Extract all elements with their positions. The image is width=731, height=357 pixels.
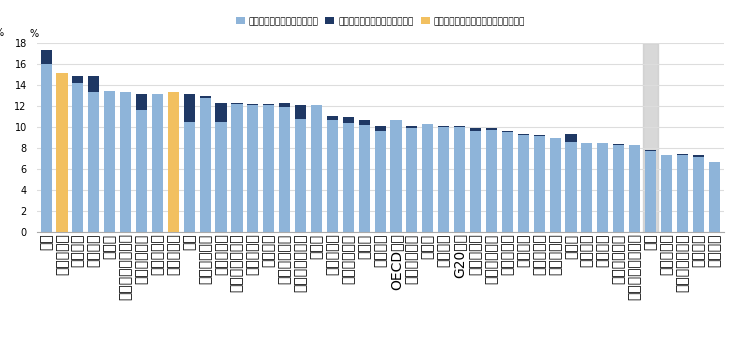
Bar [56,73,67,232]
Bar [565,142,577,232]
Bar [200,96,211,97]
Bar [40,50,52,64]
Bar [645,150,656,151]
Bar [581,143,592,232]
Bar [643,43,659,232]
Bar [327,120,338,232]
Bar [565,134,577,142]
Bar [597,143,608,232]
Bar [40,64,52,232]
Bar [200,97,211,232]
Bar [88,76,99,92]
Bar [677,155,688,232]
Bar [534,136,545,232]
Bar [454,126,465,127]
Bar [247,104,259,105]
Bar [136,94,147,110]
Bar [613,145,624,232]
Bar [327,116,338,120]
Bar [343,123,354,232]
Bar [88,92,99,232]
Bar [454,127,465,232]
Bar [406,128,417,232]
Bar [486,130,497,232]
Bar [708,162,720,232]
Bar [390,120,401,232]
Bar [501,132,513,232]
Bar [136,110,147,232]
Bar [677,154,688,155]
Bar [645,151,656,232]
Text: %: % [0,28,4,38]
Bar [534,135,545,136]
Bar [232,104,243,232]
Bar [693,155,704,157]
Bar [470,131,481,232]
Bar [183,122,195,232]
Bar [374,131,386,232]
Bar [279,107,290,232]
Legend: 直接的な公財政教育関連支出, 教育外の民間企業への移転支出, 財政支出に占める教育関連支出の比率: 直接的な公財政教育関連支出, 教育外の民間企業への移転支出, 財政支出に占める教… [232,13,529,30]
Bar [263,104,274,105]
Bar [359,120,370,125]
Bar [613,144,624,145]
Bar [518,135,529,232]
Bar [72,76,83,83]
Bar [120,92,131,232]
Bar [550,139,561,232]
Bar [374,126,386,131]
Bar [247,105,259,232]
Bar [263,105,274,232]
Bar [104,91,115,232]
Bar [216,103,227,122]
Bar [501,131,513,132]
Bar [343,117,354,123]
Bar [470,128,481,131]
Bar [438,126,450,127]
Bar [693,157,704,232]
Bar [359,125,370,232]
Bar [311,105,322,232]
Bar [183,94,195,122]
Bar [152,94,163,232]
Bar [295,105,306,119]
Bar [486,128,497,130]
Bar [518,134,529,135]
Bar [56,73,67,232]
Bar [72,83,83,232]
Bar [279,103,290,107]
Text: %: % [29,29,38,39]
Bar [168,92,179,232]
Bar [661,155,672,232]
Bar [423,124,433,232]
Bar [232,103,243,104]
Bar [406,126,417,128]
Bar [295,119,306,232]
Bar [438,127,450,232]
Bar [216,122,227,232]
Bar [629,145,640,232]
Bar [168,92,179,232]
